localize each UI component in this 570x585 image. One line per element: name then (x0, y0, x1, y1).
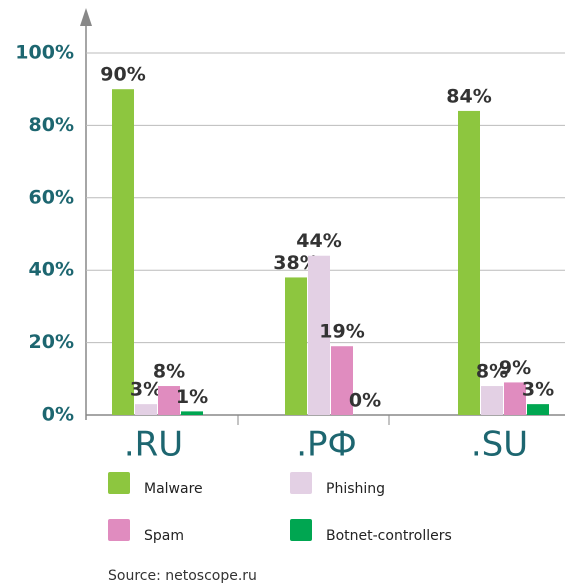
value-label: 3% (130, 379, 162, 401)
y-tick-label: 100% (15, 42, 74, 64)
legend-label: Malware (144, 481, 203, 497)
bar (158, 386, 180, 415)
y-tick-label: 20% (29, 331, 74, 353)
value-label: 8% (153, 361, 185, 383)
x-tick-label: .RU (124, 425, 183, 465)
legend-swatch (108, 519, 130, 541)
value-label: 9% (499, 357, 531, 379)
value-label: 44% (296, 230, 341, 252)
legend-swatch (108, 472, 130, 494)
y-tick-label: 80% (29, 114, 74, 136)
legend-swatch (290, 519, 312, 541)
x-tick-label: .SU (471, 425, 528, 465)
bar (331, 346, 353, 415)
legend-label: Spam (144, 528, 184, 544)
bar (135, 404, 157, 415)
y-tick-label: 0% (42, 404, 74, 426)
bar (181, 411, 203, 415)
value-label: 8% (476, 361, 508, 383)
value-label: 1% (176, 386, 208, 408)
axis-arrow (80, 8, 92, 26)
value-label: 19% (319, 321, 364, 343)
bar (112, 89, 134, 415)
x-tick-label: .РФ (296, 425, 357, 465)
value-label: 84% (446, 85, 491, 107)
legend-label: Botnet-controllers (326, 528, 452, 544)
value-label: 90% (100, 64, 145, 86)
bar (504, 382, 526, 415)
value-label: 38% (273, 252, 318, 274)
legend-swatch (290, 472, 312, 494)
bar (458, 110, 480, 416)
legend-label: Phishing (326, 481, 385, 497)
y-tick-label: 40% (29, 259, 74, 281)
bar (527, 404, 549, 415)
bar (308, 255, 330, 415)
y-tick-label: 60% (29, 186, 74, 208)
source: Source: netoscope.ru (108, 568, 257, 584)
bar (481, 386, 503, 415)
bar (285, 277, 307, 415)
value-label: 0% (349, 390, 381, 412)
value-label: 3% (522, 379, 554, 401)
